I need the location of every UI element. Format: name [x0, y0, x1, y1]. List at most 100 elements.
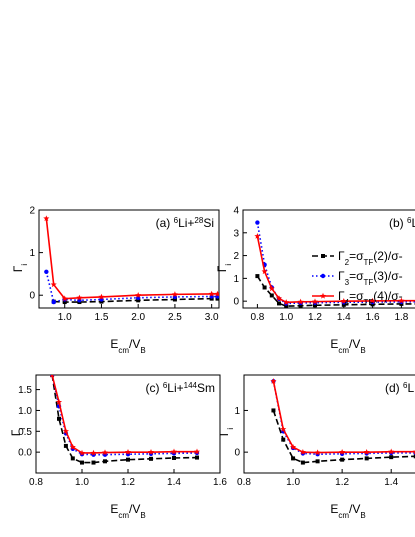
legend-label-g2: Γ2=σTF(2)/σ- — [338, 249, 403, 267]
data-point-g4 — [208, 290, 215, 297]
data-point-g4 — [290, 443, 297, 450]
data-point-g2 — [271, 408, 276, 413]
data-point-g4 — [55, 398, 63, 405]
y-tick-label: 0.5 — [18, 427, 32, 438]
data-point-g4 — [90, 449, 97, 456]
data-point-g2 — [126, 457, 130, 462]
x-tick-label: 1.6 — [213, 477, 227, 488]
x-tick-label: 1.4 — [167, 477, 181, 488]
series-group — [49, 375, 201, 465]
data-point-g2 — [91, 460, 96, 465]
panel-annotation: (b) 6L — [389, 216, 415, 231]
y-tick-label: 2 — [233, 251, 239, 262]
data-point-g4 — [124, 448, 132, 455]
y-axis-label: Γi — [217, 428, 235, 437]
data-point-g2 — [364, 456, 369, 461]
data-point-g2 — [313, 303, 317, 308]
y-tick-label: 2 — [29, 206, 35, 217]
data-point-g2 — [340, 457, 345, 462]
panel-annotation: (d) 6L — [385, 381, 414, 396]
data-point-g4 — [62, 428, 69, 434]
x-tick-label: 1.2 — [335, 477, 349, 488]
data-point-g2 — [298, 303, 303, 308]
data-point-g2 — [413, 454, 415, 459]
data-point-g4 — [171, 291, 178, 297]
series-line-g2 — [272, 410, 415, 464]
data-point-g4 — [261, 268, 268, 275]
panel-b: 0.8 1.0 1.2 1.4 1.6 1.8 0 1 2 3 4 Ecm/VB Γi (b) 6L Γ2=… — [215, 206, 415, 355]
data-point-g2 — [389, 455, 394, 460]
panel-annotation: (a) 6Li+28Si — [156, 216, 214, 231]
data-point-g2 — [262, 285, 267, 290]
data-point-g4 — [339, 448, 346, 455]
legend-label-g3: Γ3=σTF(3)/σ- — [338, 269, 403, 287]
series-group — [270, 378, 415, 465]
x-tick-label: 0.8 — [29, 477, 43, 488]
data-point-g4 — [43, 215, 50, 222]
data-point-g2 — [63, 443, 68, 448]
y-tick-label: 4 — [233, 206, 239, 217]
data-point-g4 — [363, 448, 370, 455]
panel-d: 0.8 1.0 1.2 1.4 0 1 Ecm/VB Γi (d) 6L — [217, 374, 415, 520]
data-point-g2 — [80, 460, 84, 465]
data-point-g4 — [280, 426, 287, 432]
series-line-g3 — [256, 222, 415, 305]
legend-marker-g2 — [321, 254, 325, 258]
data-point-g4 — [76, 294, 83, 301]
data-point-g4 — [101, 449, 109, 456]
data-point-g2 — [291, 456, 296, 461]
data-point-g2 — [255, 274, 260, 279]
x-tick-label: 2.5 — [168, 312, 182, 323]
data-point-g4 — [214, 290, 219, 297]
y-axis-label: Γi — [11, 264, 29, 273]
y-tick-label: 0 — [29, 291, 35, 302]
data-point-g4 — [135, 292, 142, 298]
x-axis-label: Ecm/VB — [330, 337, 365, 355]
legend-label-g4: Γ4=σTF(4)/σ- — [338, 289, 403, 307]
data-point-g2 — [195, 455, 199, 460]
data-point-g4 — [69, 443, 76, 450]
x-tick-label: 0.8 — [250, 312, 264, 323]
data-point-g2 — [172, 455, 176, 460]
x-tick-label: 1.0 — [279, 312, 293, 323]
data-point-g2 — [62, 300, 67, 305]
x-tick-label: 1.0 — [75, 477, 89, 488]
data-point-g4 — [398, 297, 405, 304]
plot-frame — [243, 374, 415, 474]
data-point-g4 — [254, 233, 261, 239]
data-point-g2 — [277, 301, 281, 306]
panel-annotation: (c) 6Li+144Sm — [146, 381, 216, 396]
data-point-g2 — [269, 293, 274, 298]
data-point-g2 — [103, 459, 107, 464]
y-tick-label: 0 — [234, 448, 240, 459]
data-point-g4 — [297, 298, 304, 305]
data-point-g4 — [412, 450, 415, 455]
data-point-g4 — [193, 448, 201, 455]
data-point-g2 — [57, 416, 61, 421]
x-tick-label: 0.8 — [237, 477, 251, 488]
data-point-g4 — [98, 293, 105, 300]
x-tick-label: 1.0 — [286, 477, 300, 488]
series-group — [254, 220, 415, 308]
x-tick-label: 1.6 — [366, 312, 380, 323]
legend-marker-g4 — [319, 292, 327, 299]
x-tick-label: 2.0 — [131, 312, 145, 323]
data-point-g2 — [281, 437, 286, 442]
series-line-g4 — [272, 381, 415, 454]
panel-c: 0.8 1.0 1.2 1.4 1.6 0.0 0.5 1.0 1.5 Ecm/VB Γi (c) 6… — [9, 374, 227, 520]
plot-frame — [242, 209, 415, 309]
y-axis-label: Γi — [215, 264, 233, 273]
x-tick-label: 1.2 — [121, 477, 135, 488]
data-point-g4 — [268, 285, 275, 292]
x-axis-label: Ecm/VB — [330, 502, 365, 520]
data-point-g4 — [270, 378, 277, 384]
y-tick-label: 3 — [233, 228, 239, 239]
data-point-g4 — [340, 297, 347, 304]
data-point-g4 — [50, 375, 54, 378]
series-line-g3 — [51, 375, 198, 456]
x-tick-label: 1.5 — [94, 312, 108, 323]
plot-frame — [38, 209, 220, 309]
data-point-g2 — [315, 459, 320, 464]
data-point-g2 — [284, 304, 289, 308]
